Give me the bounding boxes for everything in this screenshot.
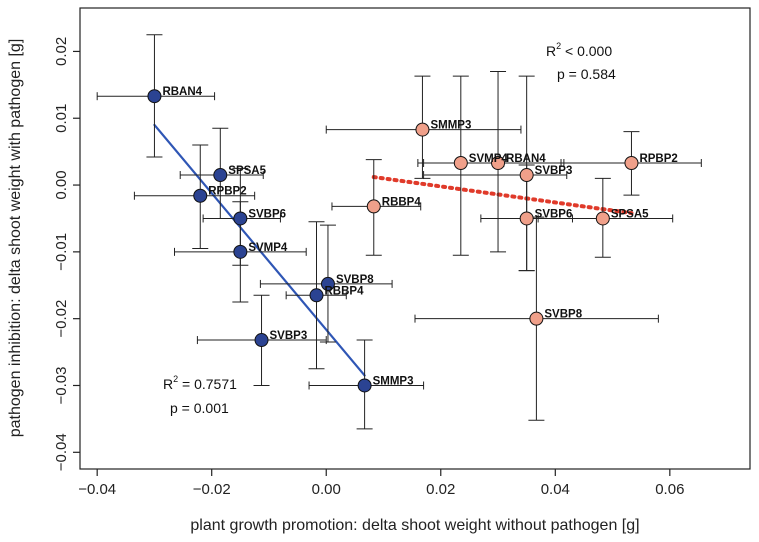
point-label: SPSA5 <box>611 208 649 220</box>
x-tick-label: 0.04 <box>541 481 570 498</box>
axes: −0.04 −0.02 0.00 0.02 0.04 0.06 −0.04 −0.03 −0.0… <box>53 37 684 498</box>
x-tick-label: 0.02 <box>426 481 455 498</box>
point-label: SMMP3 <box>373 375 414 387</box>
fit-line-series-2 <box>371 175 634 216</box>
data-point <box>519 168 534 183</box>
point-label: SVBP8 <box>336 274 374 286</box>
data-point <box>624 156 639 171</box>
point-label: SVBP6 <box>248 208 286 220</box>
stat-p-group2: p = 0.584 <box>557 66 616 82</box>
point-labels: RBAN4SPSA5RPBP2SVBP6SVMP4SVBP8RBBP4SVBP3… <box>162 86 677 387</box>
x-tick-label: −0.04 <box>78 481 116 498</box>
x-axis-title: plant growth promotion: delta shoot weig… <box>190 517 639 534</box>
data-point <box>453 156 468 171</box>
point-label: RPBP2 <box>208 186 246 198</box>
data-point <box>491 156 506 171</box>
fit-lines <box>153 123 634 377</box>
y-tick-label: −0.04 <box>53 433 70 471</box>
point-label: RBAN4 <box>506 153 546 165</box>
x-tick-label: −0.02 <box>193 481 231 498</box>
data-point <box>320 276 335 291</box>
point-label: SMMP3 <box>430 120 471 132</box>
stat-p-group1: p = 0.001 <box>170 400 229 416</box>
point-label: SVMP4 <box>469 153 509 165</box>
fit-line-series-1 <box>153 123 366 377</box>
point-label: SVBP3 <box>535 165 573 177</box>
point-label: RBBP4 <box>382 196 422 208</box>
data-point <box>357 378 372 393</box>
data-point <box>147 89 162 104</box>
data-point <box>366 199 381 214</box>
data-point <box>213 168 228 183</box>
y-tick-label: −0.02 <box>53 300 70 338</box>
stat-r2-group2: R2 < 0.000 <box>546 41 612 59</box>
y-axis-title: pathogen inhibition: delta shoot weight … <box>7 39 24 438</box>
point-label: RPBP2 <box>639 153 677 165</box>
y-tick-label: 0.00 <box>53 170 70 199</box>
x-tick-label: 0.06 <box>655 481 684 498</box>
x-tick-label: 0.00 <box>312 481 341 498</box>
point-label: SVBP8 <box>544 309 582 321</box>
point-label: RBAN4 <box>162 86 202 98</box>
data-point <box>309 288 324 303</box>
y-tick-label: 0.01 <box>53 104 70 133</box>
data-points <box>147 89 639 393</box>
y-tick-label: −0.01 <box>53 233 70 271</box>
point-label: SVBP6 <box>535 208 573 220</box>
point-label: RBBP4 <box>325 285 365 297</box>
data-point <box>529 311 544 326</box>
data-point <box>595 211 610 226</box>
point-label: SPSA5 <box>228 165 266 177</box>
data-point <box>254 333 269 348</box>
point-label: SVBP3 <box>270 330 308 342</box>
data-point <box>233 244 248 259</box>
y-tick-label: −0.03 <box>53 367 70 405</box>
data-point <box>193 188 208 203</box>
data-point <box>233 211 248 226</box>
stat-r2-group1: R2 = 0.7571 <box>163 374 237 392</box>
point-label: SVMP4 <box>248 242 288 254</box>
plot-frame <box>79 7 751 470</box>
data-point <box>415 122 430 137</box>
data-point <box>519 211 534 226</box>
y-tick-label: 0.02 <box>53 37 70 66</box>
